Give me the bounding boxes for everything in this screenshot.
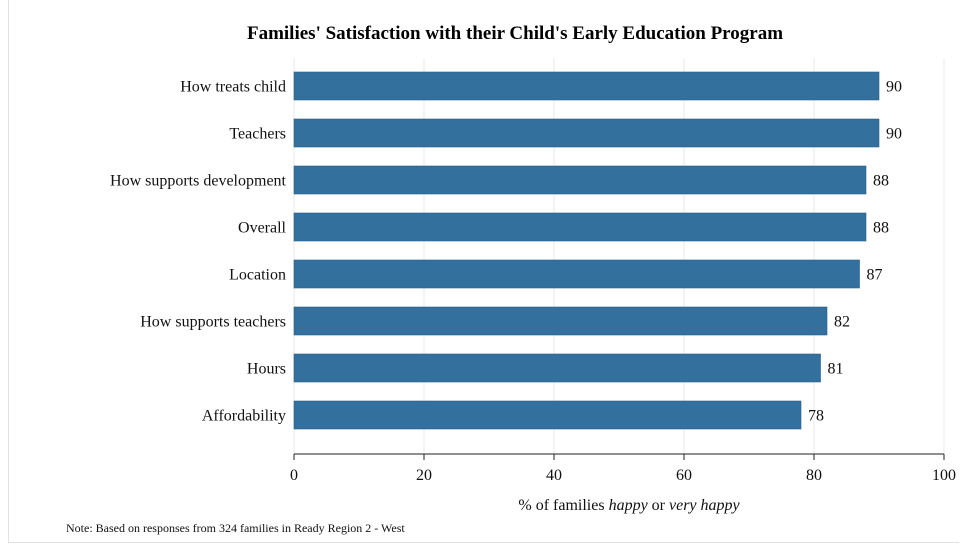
x-axis-title-very-happy: very happy <box>669 497 741 514</box>
x-tick-label-80: 80 <box>806 467 822 484</box>
bars <box>293 71 880 430</box>
value-label-7: 78 <box>808 408 824 425</box>
bar-0 <box>293 71 880 101</box>
bar-4 <box>293 259 860 289</box>
chart-title: Families' Satisfaction with their Child'… <box>247 23 783 44</box>
x-tick-label-60: 60 <box>676 467 692 484</box>
x-tick-label-0: 0 <box>290 467 298 484</box>
value-label-4: 87 <box>867 267 883 284</box>
value-label-3: 88 <box>873 220 889 237</box>
bar-1 <box>293 118 880 148</box>
value-label-0: 90 <box>886 79 902 96</box>
category-label-3: Overall <box>238 220 287 237</box>
x-tick-label-20: 20 <box>416 467 432 484</box>
gridlines <box>293 58 945 454</box>
x-axis-title-happy: happy <box>609 497 649 514</box>
value-label-6: 81 <box>828 361 844 378</box>
x-tick-label-100: 100 <box>932 467 956 484</box>
value-label-2: 88 <box>873 173 889 190</box>
category-labels: How treats child Teachers How supports dev… <box>110 79 287 425</box>
chart-frame <box>8 0 959 543</box>
category-label-2: How supports development <box>110 173 287 190</box>
category-label-7: Affordability <box>202 408 286 425</box>
value-label-1: 90 <box>886 126 902 143</box>
category-label-4: Location <box>229 267 286 284</box>
bar-6 <box>293 353 821 383</box>
bar-5 <box>293 306 828 336</box>
category-label-6: Hours <box>247 361 286 378</box>
value-label-5: 82 <box>834 314 850 331</box>
bar-2 <box>293 165 867 195</box>
x-axis-title: % of families happy or very happy <box>518 497 740 514</box>
bar-7 <box>293 400 802 430</box>
x-axis-title-prefix: % of families <box>518 497 608 514</box>
bar-3 <box>293 212 867 242</box>
x-tick-label-40: 40 <box>546 467 562 484</box>
chart-note: Note: Based on responses from 324 famili… <box>66 521 405 535</box>
category-label-5: How supports teachers <box>140 314 286 331</box>
value-labels: 90 90 88 88 87 82 81 78 <box>808 79 902 425</box>
category-label-1: Teachers <box>229 126 286 143</box>
category-label-0: How treats child <box>180 79 286 96</box>
x-axis-ticks: 0 20 40 60 80 100 <box>290 454 956 484</box>
x-axis-title-or: or <box>648 497 669 514</box>
